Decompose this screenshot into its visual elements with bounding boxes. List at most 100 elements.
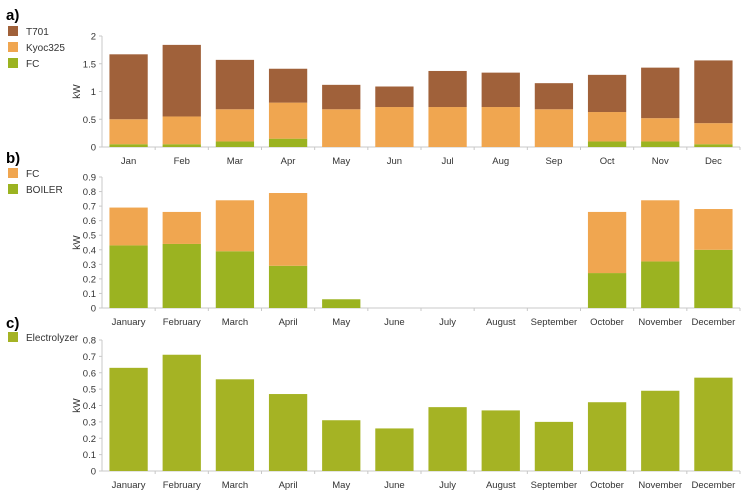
y-tick-label: 0.1	[83, 450, 96, 461]
y-tick-label: 0.9	[83, 173, 96, 184]
bar-kyoc325-jun	[375, 107, 414, 147]
legend-label: FC	[26, 169, 39, 180]
bar-fc-february	[162, 211, 201, 244]
legend-swatch	[8, 58, 18, 68]
x-tick-label: February	[163, 480, 201, 491]
x-tick-label: March	[222, 317, 248, 328]
x-tick-label: Dec	[705, 156, 722, 167]
bar-electrolyzer-february	[162, 354, 201, 471]
x-tick-label: September	[531, 317, 577, 328]
bar-electrolyzer-march	[215, 379, 255, 471]
bar-electrolyzer-june	[375, 428, 414, 471]
bar-boiler-march	[215, 251, 255, 308]
bars	[109, 44, 733, 147]
x-tick-label: Sep	[545, 156, 562, 167]
x-tick-label: Mar	[227, 156, 243, 167]
x-tick-label: May	[332, 480, 350, 491]
bar-kyoc325-nov	[641, 118, 680, 142]
x-tick-label: January	[112, 480, 146, 491]
x-tick-label: December	[692, 317, 736, 328]
x-tick-label: July	[439, 317, 456, 328]
y-tick-label: 1	[91, 87, 96, 98]
y-tick-label: 0.4	[83, 245, 96, 256]
bar-kyoc325-may	[322, 109, 361, 147]
bar-boiler-may	[322, 299, 361, 308]
panel-label: b)	[6, 150, 20, 167]
legend-swatch	[8, 42, 18, 52]
x-tick-label: Aug	[492, 156, 509, 167]
bar-electrolyzer-july	[428, 407, 467, 471]
legend-label: T701	[26, 27, 49, 38]
bar-kyoc325-apr	[268, 102, 308, 139]
bar-boiler-october	[587, 273, 627, 308]
y-ticks: 0 0.1 0.2 0.3 0.4 0.5 0.6 0.7 0.8	[83, 336, 102, 478]
bar-kyoc325-mar	[215, 109, 255, 142]
legend-label: BOILER	[26, 185, 63, 196]
bar-electrolyzer-december	[694, 377, 733, 471]
bar-fc-mar	[215, 141, 255, 147]
x-tick-label: December	[692, 480, 736, 491]
x-tick-label: November	[638, 317, 682, 328]
x-tick-label: August	[486, 317, 516, 328]
bar-electrolyzer-january	[109, 367, 148, 471]
bar-t701-sep	[534, 83, 574, 110]
bar-t701-jul	[428, 70, 467, 108]
bar-fc-january	[109, 207, 148, 246]
x-tick-label: January	[112, 317, 146, 328]
bar-electrolyzer-may	[322, 420, 361, 471]
bar-kyoc325-feb	[162, 116, 201, 145]
y-tick-label: 0.7	[83, 352, 96, 363]
y-tick-label: 2	[91, 32, 96, 43]
bar-t701-mar	[215, 59, 255, 110]
bar-electrolyzer-october	[587, 402, 627, 471]
bar-electrolyzer-november	[641, 390, 680, 471]
y-ticks: 0 0.5 1 1.5 2	[83, 32, 102, 154]
x-tick-label: November	[638, 480, 682, 491]
bars	[109, 354, 733, 471]
legend-swatch	[8, 332, 18, 342]
bar-t701-jan	[109, 54, 148, 120]
y-tick-label: 0.1	[83, 289, 96, 300]
y-tick-label: 0.5	[83, 231, 96, 242]
x-tick-label: Jun	[387, 156, 402, 167]
y-tick-label: 0.7	[83, 202, 96, 213]
bar-t701-nov	[641, 67, 680, 119]
y-tick-label: 0.3	[83, 260, 96, 271]
y-tick-label: 0	[91, 467, 96, 478]
bar-electrolyzer-august	[481, 410, 520, 471]
bar-t701-oct	[587, 74, 627, 113]
x-tick-label: Nov	[652, 156, 669, 167]
bar-kyoc325-oct	[587, 112, 627, 142]
bar-boiler-november	[641, 261, 680, 308]
y-tick-label: 0	[91, 304, 96, 315]
x-tick-label: October	[590, 317, 624, 328]
bar-boiler-january	[109, 245, 148, 308]
x-tick-label: June	[384, 317, 405, 328]
x-tick-label: February	[163, 317, 201, 328]
bar-kyoc325-jul	[428, 107, 467, 147]
y-tick-label: 0.2	[83, 434, 96, 445]
x-tick-label: July	[439, 480, 456, 491]
chart-panel-1: a) T701 Kyoc325 FC 0 0.5 1 1.5 2 kW Jan Feb Mar Apr Ma…	[6, 7, 741, 167]
x-tick-label: Apr	[281, 156, 296, 167]
x-tick-label: March	[222, 480, 248, 491]
legend-swatch	[8, 168, 18, 178]
legend: T701 Kyoc325 FC	[8, 26, 65, 70]
bars	[109, 193, 733, 308]
chart-panel-3: c) Electrolyzer 0 0.1 0.2 0.3 0.4 0.5 0.6 0.7 0.8 k…	[6, 315, 741, 491]
y-tick-label: 0.4	[83, 401, 96, 412]
bar-t701-feb	[162, 44, 201, 117]
x-tick-label: April	[279, 317, 298, 328]
y-tick-label: 1.5	[83, 59, 96, 70]
bar-kyoc325-dec	[694, 123, 733, 145]
x-tick-label: May	[332, 156, 350, 167]
bar-fc-dec	[694, 144, 733, 147]
bar-t701-dec	[694, 60, 733, 124]
x-tick-label: August	[486, 480, 516, 491]
y-tick-label: 0.8	[83, 336, 96, 347]
bar-electrolyzer-september	[534, 421, 574, 471]
y-tick-label: 0.3	[83, 417, 96, 428]
y-axis-label: kW	[72, 235, 83, 250]
bar-fc-nov	[641, 141, 680, 147]
